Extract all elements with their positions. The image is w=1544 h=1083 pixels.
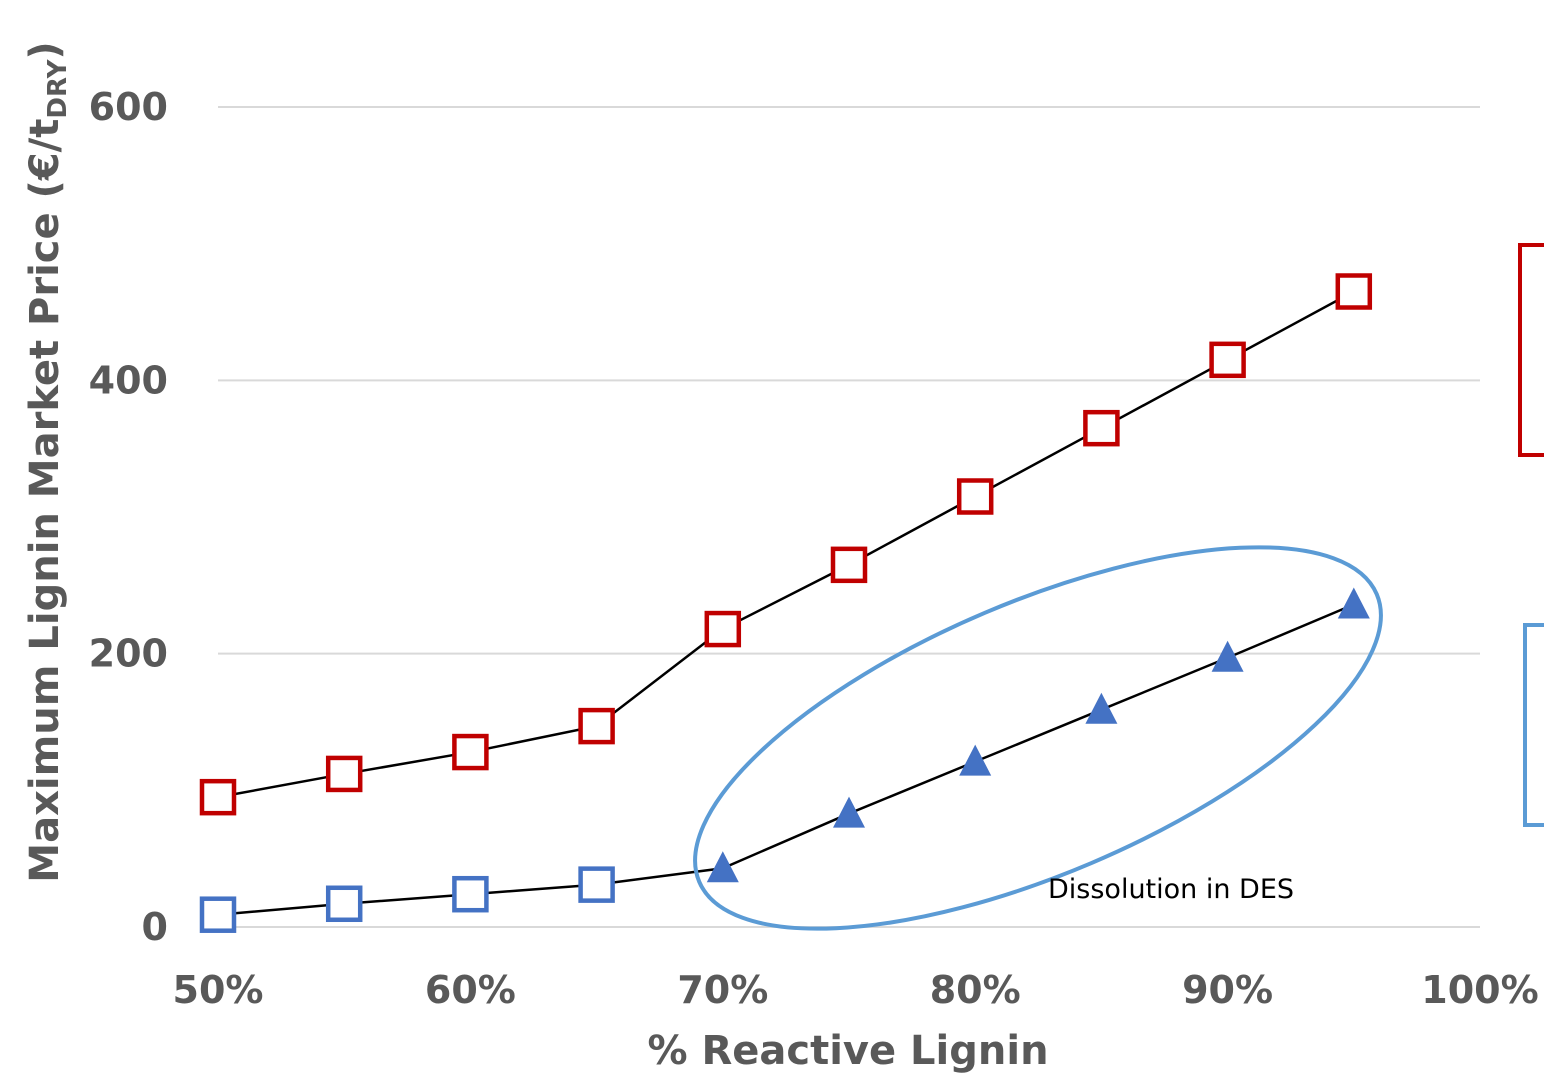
y-tick-label: 400 [89, 358, 168, 402]
data-point-square [578, 866, 615, 903]
data-point-square [1083, 409, 1120, 447]
data-point-triangle [1337, 587, 1370, 619]
legend-box-red [1518, 243, 1544, 457]
x-tick-label: 80% [930, 968, 1021, 1012]
data-point-square [199, 778, 237, 816]
x-axis-ticks: 50% 60% 70% 80% 90% 100% [173, 968, 1539, 1012]
series-line [217, 603, 1355, 916]
data-point-triangle [706, 851, 739, 883]
y-tick-label: 0 [142, 905, 168, 949]
data-point-square [830, 546, 868, 584]
data-point-square [956, 478, 994, 515]
series-1 [199, 587, 1370, 933]
legend-box-blue [1523, 623, 1544, 827]
data-point-triangle [959, 744, 992, 776]
y-tick-label: 200 [89, 632, 168, 676]
x-tick-label: 50% [173, 968, 264, 1012]
x-tick-label: 60% [425, 968, 516, 1012]
data-point-square [452, 733, 489, 771]
data-point-square [452, 875, 489, 913]
y-axis-title-subscript: DRY [43, 58, 73, 118]
series-line [217, 290, 1355, 799]
data-point-triangle [1211, 640, 1244, 672]
data-point-square [578, 707, 615, 745]
data-point-square [325, 755, 363, 793]
x-tick-label: 70% [677, 968, 768, 1012]
y-tick-label: 600 [89, 85, 168, 129]
series [199, 273, 1373, 933]
y-axis-ticks: 0 200 400 600 [89, 85, 168, 949]
x-tick-label: 100% [1421, 968, 1538, 1012]
y-axis-title-main: Maximum Lignin Market Price (€/t [22, 119, 68, 883]
data-point-square [1335, 273, 1373, 310]
data-point-square [325, 885, 363, 923]
data-point-square [199, 896, 237, 933]
data-point-triangle [833, 796, 865, 828]
annotation-dissolution: Dissolution in DES [1048, 874, 1294, 905]
data-point-square [1209, 341, 1246, 379]
data-point-square [704, 610, 742, 648]
data-point-triangle [1085, 692, 1118, 724]
x-tick-label: 90% [1182, 968, 1273, 1012]
x-axis-title: % Reactive Lignin [647, 1028, 1048, 1074]
series-0 [199, 273, 1373, 816]
y-axis-title-close: ) [22, 41, 68, 59]
y-axis-title: Maximum Lignin Market Price (€/tDRY) [22, 41, 73, 882]
des-region-ellipse [693, 545, 1383, 931]
